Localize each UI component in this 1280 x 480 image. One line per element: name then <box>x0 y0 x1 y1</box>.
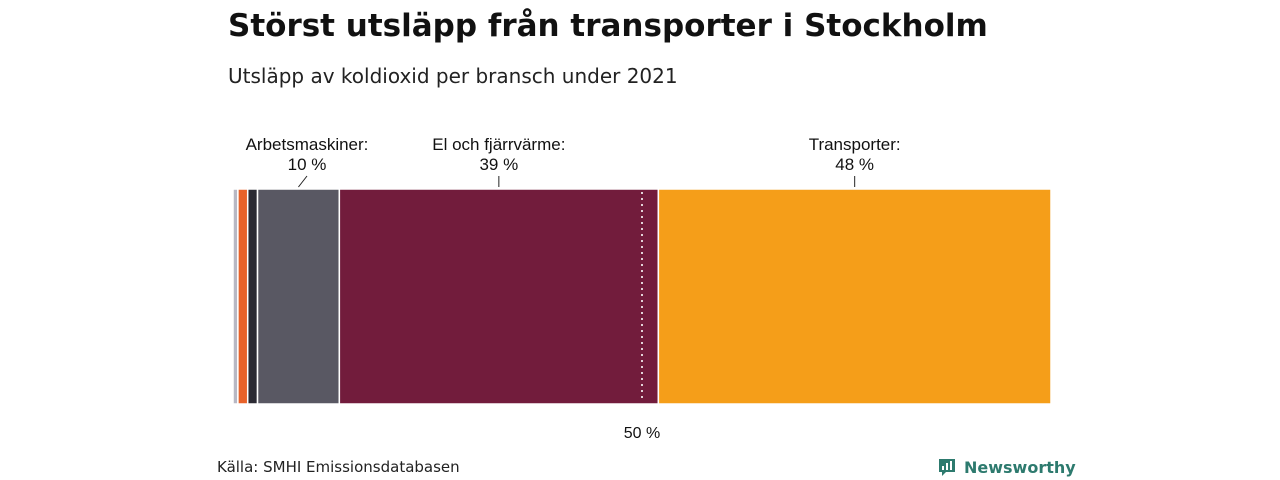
chart-title: Störst utsläpp från transporter i Stockh… <box>228 8 988 44</box>
label-transporter: Transporter: <box>809 135 901 154</box>
source-note: Källa: SMHI Emissionsdatabasen <box>217 458 460 476</box>
bar-segment-el-och-fjarrvarme <box>338 188 660 405</box>
brand-name: Newsworthy <box>964 457 1076 477</box>
bar-segment-segment-3 <box>246 188 259 405</box>
bar-segment-segment-2 <box>237 188 249 405</box>
label-el-och-fjarrvarme: El och fjärrvärme: <box>432 135 565 154</box>
reference-line-label: 50 % <box>624 425 660 442</box>
value-label-transporter: 48 % <box>835 155 874 174</box>
bar-segment-transporter <box>657 188 1052 405</box>
bar-segment-arbetsmaskiner <box>256 188 341 405</box>
stacked-bar-chart: Arbetsmaskiner:10 % El och fjärrvärme:39 … <box>232 135 1052 442</box>
label-leader-arbetsmaskiner <box>298 175 308 188</box>
newsworthy-logo-icon <box>939 459 955 476</box>
label-arbetsmaskiner: Arbetsmaskiner: <box>246 135 369 154</box>
value-label-arbetsmaskiner: 10 % <box>288 155 327 174</box>
brand-logo: Newsworthy <box>937 454 1076 480</box>
value-label-el-och-fjarrvarme: 39 % <box>479 155 518 174</box>
chart-subtitle: Utsläpp av koldioxid per bransch under 2… <box>228 64 678 88</box>
